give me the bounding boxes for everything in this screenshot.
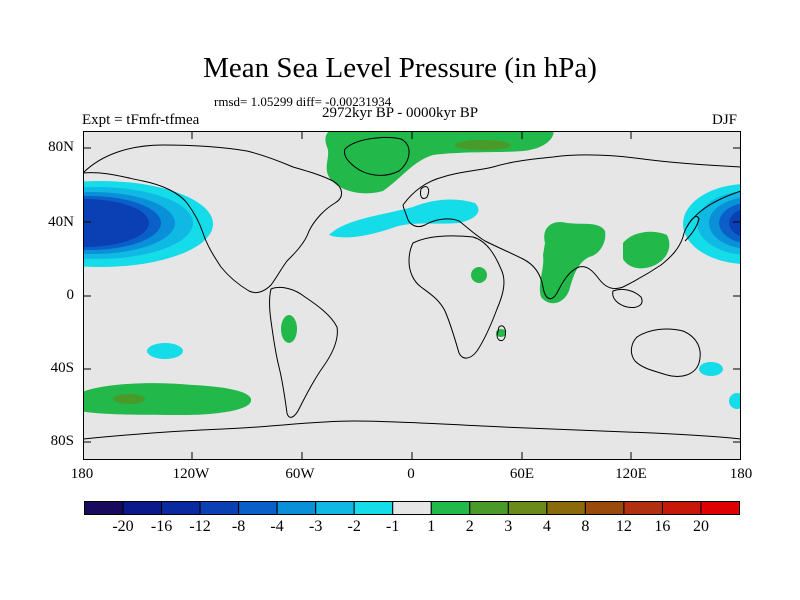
colorbar-box-8 (392, 501, 432, 515)
colorbar-label-1: -16 (150, 518, 173, 535)
colorbar-box-16 (700, 501, 740, 515)
lon-label-60e: 60E (509, 466, 535, 482)
colorbar-label-5: -3 (309, 518, 323, 535)
coast-greenland (344, 136, 410, 176)
experiment-label: Expt = tFmfr-tfmea (82, 112, 200, 128)
time-period-label: 2972kyr BP - 0000kyr BP (322, 105, 479, 121)
coast-antarctica (83, 420, 741, 440)
map-title: Mean Sea Level Pressure (in hPa) (203, 52, 597, 84)
lon-label-120e: 120E (615, 466, 647, 482)
colorbar-label-7: -1 (386, 518, 400, 535)
colorbar-box-14 (623, 501, 663, 515)
coast-japan (684, 216, 700, 242)
colorbar-box-0 (84, 501, 124, 515)
colorbar-box-5 (276, 501, 317, 515)
lon-label-60w: 60W (285, 466, 315, 482)
colorbar-label-12: 8 (581, 518, 590, 535)
colorbar-box-13 (584, 501, 625, 515)
colorbar-label-4: -4 (270, 518, 284, 535)
south-pacific-low (147, 343, 183, 359)
colorbar-label-13: 12 (615, 518, 632, 535)
lat-label-40n: 40N (48, 214, 74, 230)
south-asia-high (539, 221, 606, 304)
coast-africa (408, 235, 505, 359)
season-label: DJF (712, 112, 738, 128)
colorbar-box-9 (430, 501, 471, 515)
colorbar-box-7 (353, 501, 394, 515)
axis-ticks (83, 131, 741, 460)
coast-north-america (83, 144, 342, 294)
colorbar-label-0: -20 (112, 518, 134, 535)
lon-label-120w: 120W (172, 466, 210, 482)
colorbar-label-15: 20 (693, 518, 709, 535)
north-pacific-low-right (683, 184, 741, 264)
colorbar-label-3: -8 (231, 518, 246, 535)
rmsd-diff-stats: rmsd= 1.05299 diff= -0.00231934 (214, 94, 392, 109)
colorbar-box-11 (507, 501, 548, 515)
colorbar-label-10: 3 (504, 518, 513, 535)
colorbar-box-1 (122, 501, 163, 515)
colorbar-box-15 (661, 501, 702, 515)
coast-madagascar (496, 325, 506, 342)
colorbar (84, 501, 740, 515)
colorbar-box-10 (469, 501, 509, 515)
colorbar-label-11: 4 (542, 518, 551, 535)
north-pacific-low-left (83, 181, 213, 267)
colorbar-label-6: -2 (347, 518, 361, 535)
east-asia-high (623, 231, 670, 269)
colorbar-box-12 (546, 501, 586, 515)
east-africa-high (471, 267, 487, 283)
colorbar-box-4 (238, 501, 278, 515)
north-atlantic-low (329, 199, 479, 238)
coast-maritime-continent (612, 288, 643, 308)
coast-south-america (269, 286, 338, 418)
lat-label-80n: 80N (48, 139, 74, 155)
coast-eurasia (402, 154, 741, 300)
southern-low-edge (729, 393, 741, 409)
colorbar-box-2 (161, 501, 201, 515)
colorbar-box-6 (315, 501, 355, 515)
lat-label-80s: 80S (50, 433, 74, 449)
coast-australia (630, 328, 701, 377)
pressure-anomaly-map (83, 131, 741, 460)
lat-label-equator: 0 (66, 287, 75, 303)
tasman-low (699, 362, 723, 376)
colorbar-label-8: 1 (427, 518, 436, 535)
southern-ocean-high (83, 383, 252, 415)
coast-uk (420, 186, 430, 200)
lon-label-180e: 180 (729, 466, 753, 482)
coastlines (83, 136, 741, 440)
lat-label-40s: 40S (50, 360, 74, 376)
south-america-high (281, 315, 297, 343)
colorbar-label-14: 16 (654, 518, 671, 535)
colorbar-label-9: 2 (465, 518, 474, 535)
colorbar-box-3 (199, 501, 240, 515)
lon-label-180w: 180 (70, 466, 94, 482)
colorbar-label-2: -12 (189, 518, 211, 535)
arctic-high-core (455, 140, 511, 150)
lon-label-0: 0 (407, 466, 415, 482)
